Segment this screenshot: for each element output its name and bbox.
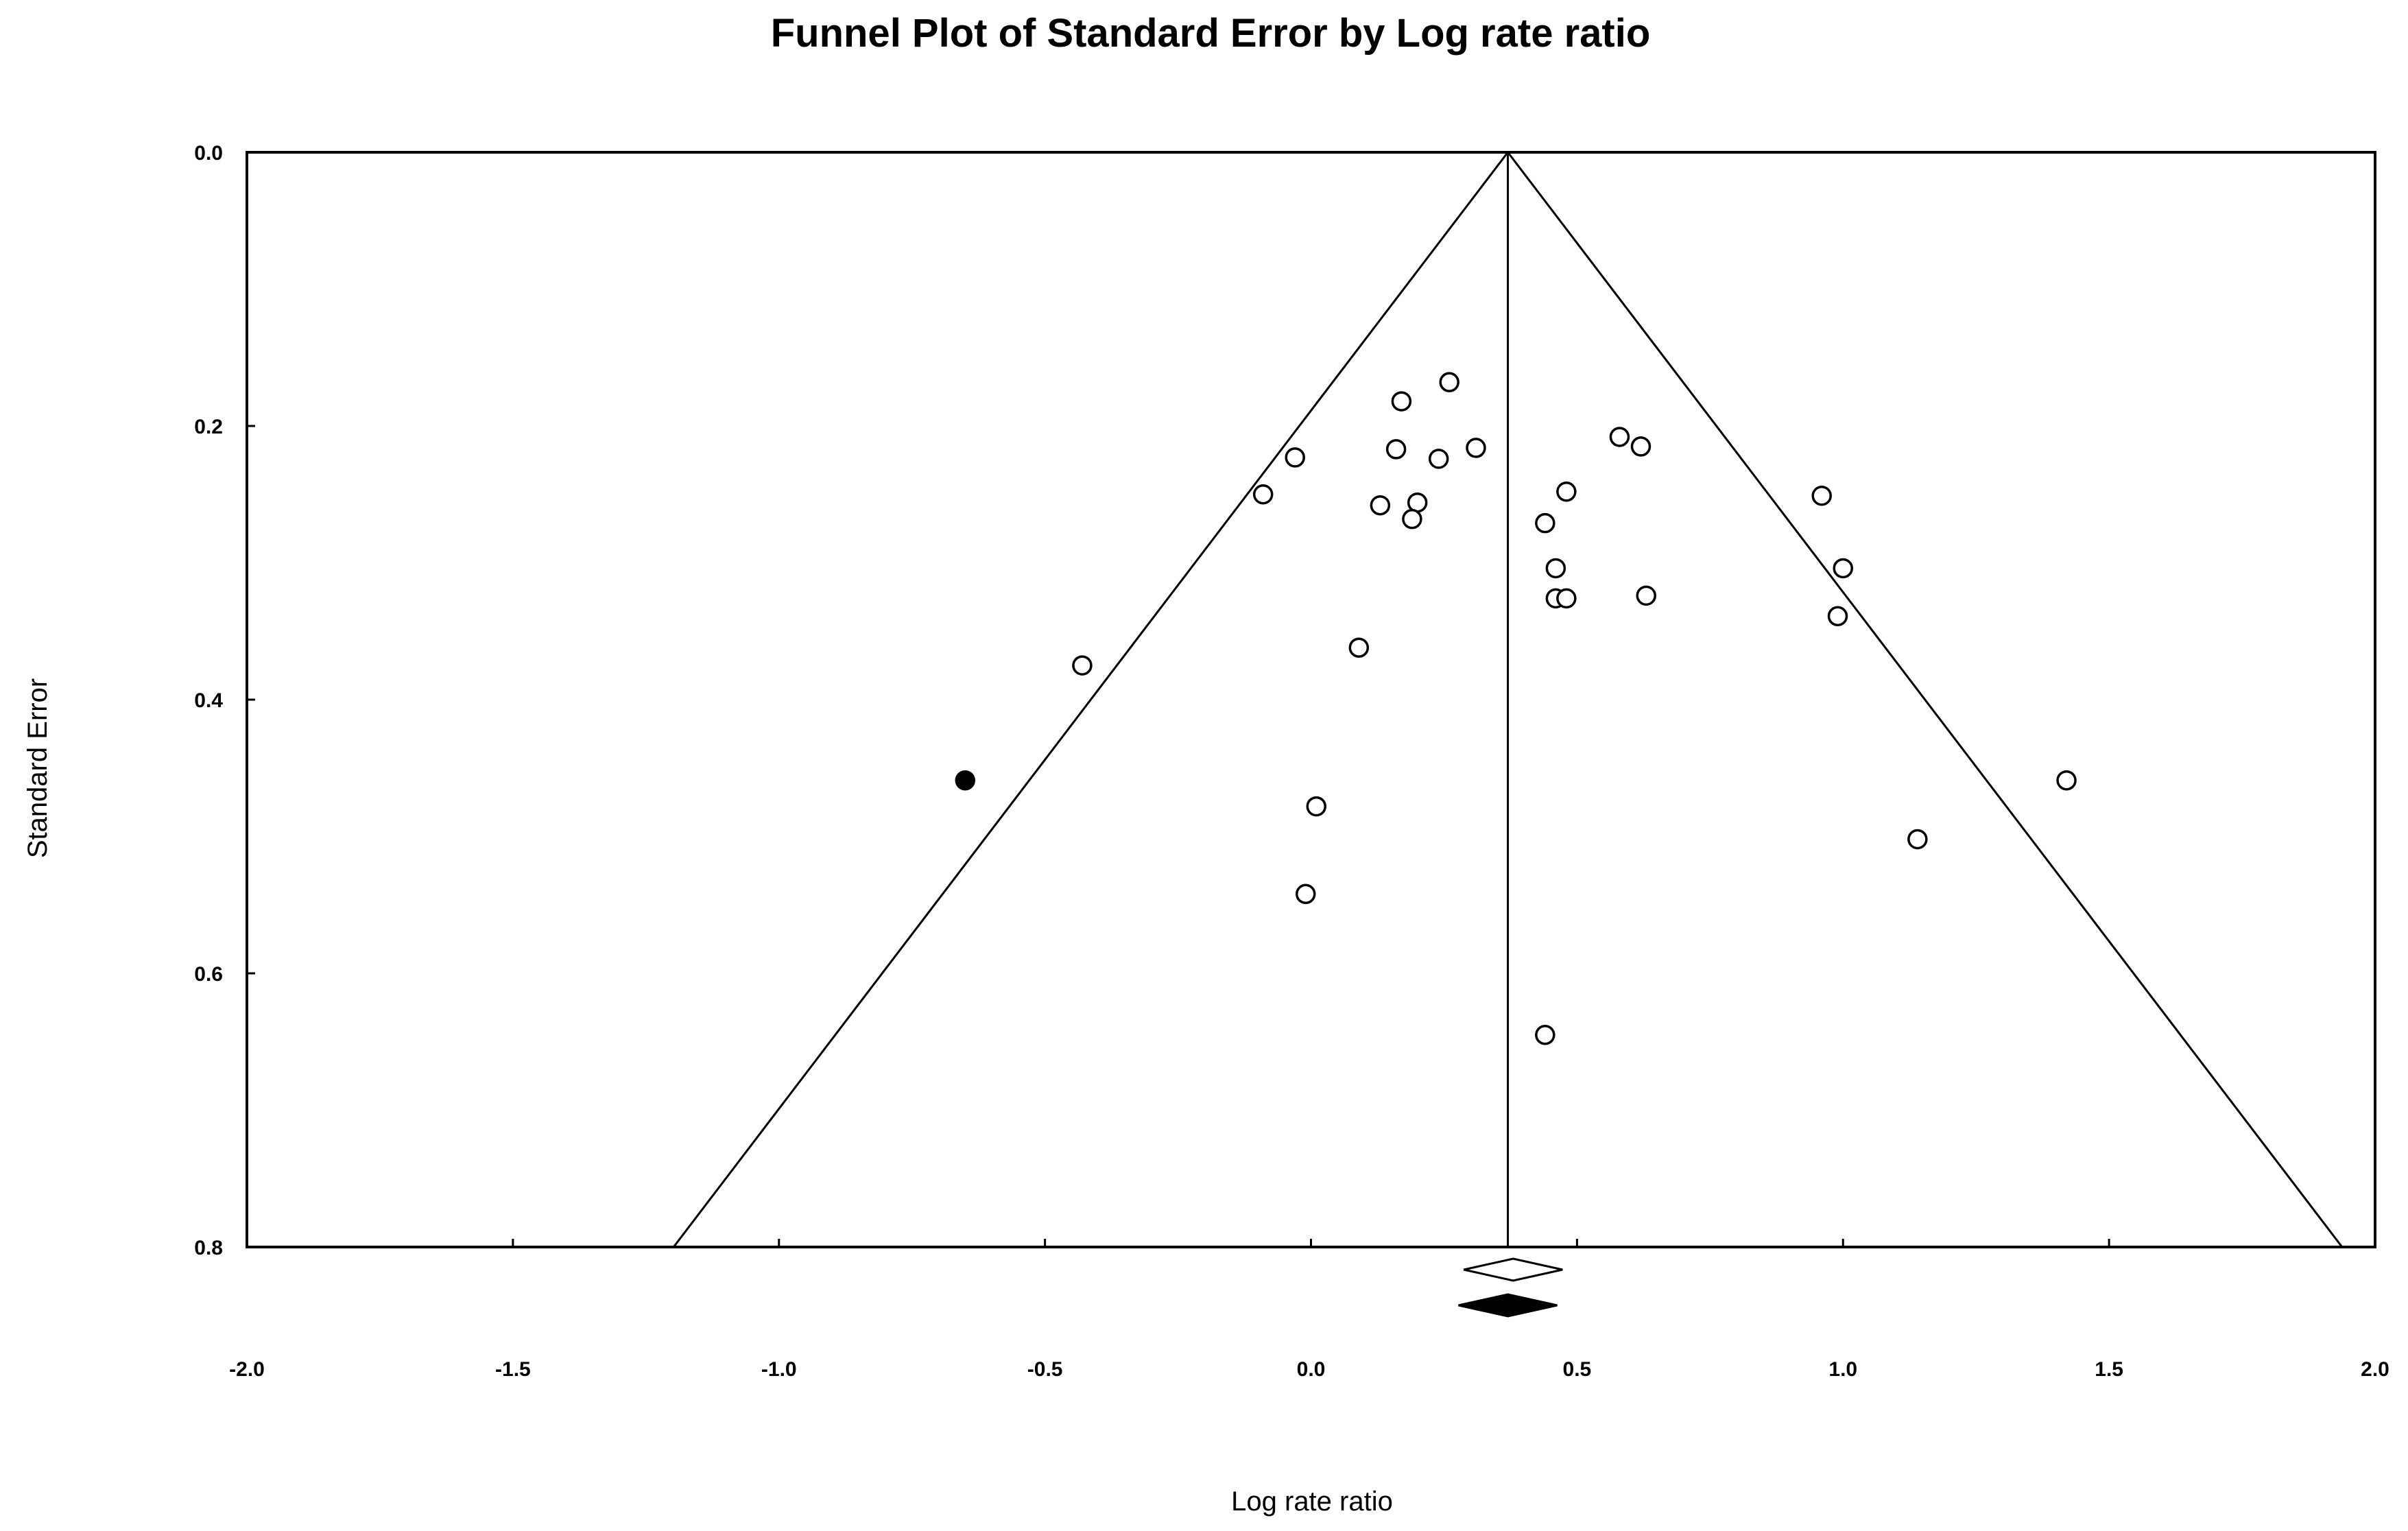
- observed-study-point: [2056, 770, 2077, 791]
- y-tick-label: 0.2: [194, 416, 223, 438]
- funnel-lines: [672, 152, 2344, 1248]
- observed-study-point: [1391, 391, 1412, 412]
- plot-frame: [246, 151, 2376, 1248]
- observed-study-point: [1285, 447, 1305, 468]
- observed-study-point: [1348, 637, 1370, 658]
- observed-study-point: [1370, 495, 1391, 516]
- observed-study-point: [1072, 655, 1093, 676]
- x-tick-label: -2.0: [229, 1358, 265, 1381]
- x-tick-label: -0.5: [1027, 1358, 1063, 1381]
- observed-study-point: [1428, 449, 1449, 469]
- funnel-right-line: [1507, 152, 2344, 1248]
- observed-study-point: [1407, 492, 1428, 513]
- x-tick-label: 0.0: [1297, 1358, 1326, 1381]
- observed-study-point: [1630, 436, 1652, 457]
- x-tick-label: 1.5: [2095, 1358, 2123, 1381]
- observed-study-point: [1402, 508, 1422, 530]
- observed-study-point: [1295, 883, 1316, 905]
- y-tick-label: 0.4: [194, 689, 223, 712]
- observed-study-point: [1306, 796, 1327, 817]
- chart-title: Funnel Plot of Standard Error by Log rat…: [771, 11, 1651, 56]
- observed-study-point: [1811, 485, 1832, 506]
- axis-ticks: -2.0 -1.5 -1.0 -0.5 0.0 0.5 1.0 1.5 2.0 0.0 0.2 0.4…: [194, 142, 2389, 1381]
- observed-study-point: [1827, 606, 1848, 627]
- y-tick-label: 0.0: [194, 142, 223, 165]
- funnel-left-line: [672, 152, 1509, 1248]
- summary-diamonds: [1458, 1257, 1563, 1318]
- observed-study-point: [1556, 588, 1577, 609]
- y-axis-label: Standard Error: [23, 678, 53, 858]
- study-points: [955, 372, 2077, 1045]
- y-tick-label: 0.8: [194, 1237, 223, 1259]
- observed-study-point: [1385, 439, 1407, 460]
- observed-study-point: [1907, 829, 1928, 850]
- observed-study-point: [1636, 585, 1656, 606]
- observed-study-point: [1609, 427, 1630, 447]
- x-tick-label: 0.5: [1563, 1358, 1592, 1381]
- x-tick-label: -1.5: [495, 1358, 531, 1381]
- observed-study-point: [1556, 482, 1577, 502]
- x-axis-label: Log rate ratio: [1231, 1486, 1393, 1517]
- x-tick-label: 1.0: [1828, 1358, 1857, 1381]
- x-tick-label: 2.0: [2361, 1358, 2389, 1381]
- observed-study-point: [1252, 484, 1274, 505]
- x-tick-label: -1.0: [761, 1358, 797, 1381]
- observed-study-point: [1545, 558, 1566, 579]
- observed-study-point: [1833, 558, 1853, 579]
- observed-summary-diamond: [1463, 1257, 1563, 1282]
- y-tick-label: 0.6: [194, 963, 223, 986]
- observed-study-point: [1466, 438, 1486, 458]
- observed-study-point: [1535, 512, 1555, 534]
- observed-study-point: [1535, 1025, 1555, 1045]
- observed-study-point: [1439, 372, 1459, 392]
- adjusted-summary-diamond: [1458, 1293, 1558, 1318]
- imputed-study-point: [955, 770, 976, 791]
